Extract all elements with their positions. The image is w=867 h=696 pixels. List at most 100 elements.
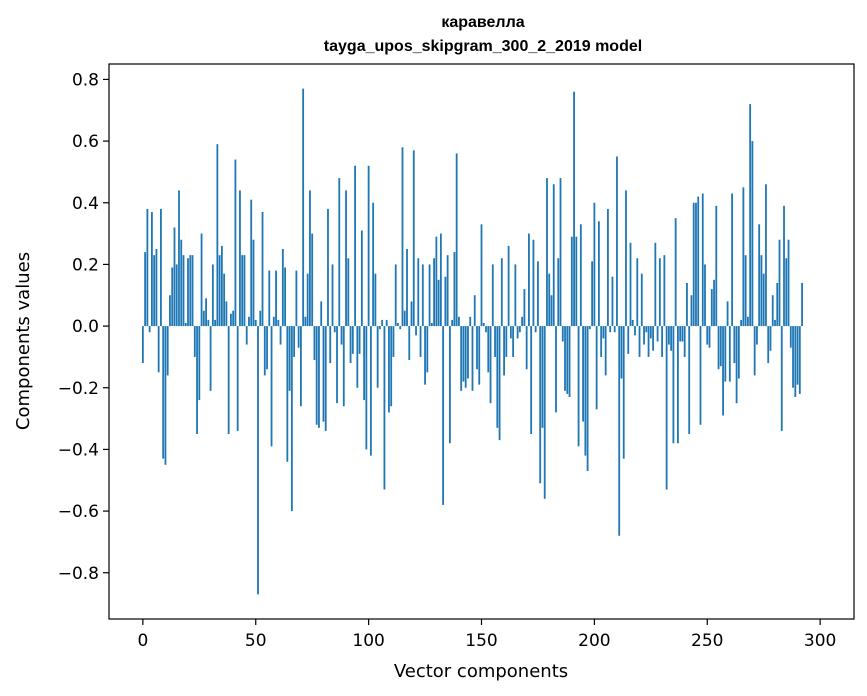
bar-112 xyxy=(394,264,397,327)
bar-30 xyxy=(209,326,212,391)
bar-130 xyxy=(435,236,438,327)
bar-208 xyxy=(611,276,614,327)
bar-131 xyxy=(437,279,440,327)
bar-167 xyxy=(518,326,521,333)
bar-283 xyxy=(780,326,783,431)
bar-252 xyxy=(710,289,713,327)
bar-153 xyxy=(487,326,490,373)
bar-237 xyxy=(677,326,679,444)
bar-50 xyxy=(254,319,257,327)
bar-203 xyxy=(600,326,603,357)
bar-107 xyxy=(383,326,386,490)
bar-157 xyxy=(496,326,499,428)
bar-239 xyxy=(681,326,684,342)
x-tick-label-200: 200 xyxy=(578,631,610,651)
bar-249 xyxy=(704,264,706,327)
bar-87 xyxy=(338,178,341,327)
bar-115 xyxy=(401,147,404,327)
bar-23 xyxy=(193,326,196,357)
bar-34 xyxy=(218,255,221,327)
bar-150 xyxy=(480,224,483,327)
bar-119 xyxy=(410,301,413,327)
bar-41 xyxy=(234,159,237,327)
bar-82 xyxy=(327,208,329,327)
bar-103 xyxy=(374,273,377,327)
bar-120 xyxy=(412,150,415,327)
bar-84 xyxy=(331,264,334,327)
bar-179 xyxy=(546,178,548,327)
bar-93 xyxy=(351,326,354,354)
bar-66 xyxy=(290,326,293,512)
bar-11 xyxy=(166,326,169,376)
bar-242 xyxy=(688,326,691,434)
bar-75 xyxy=(311,233,314,327)
bar-222 xyxy=(643,326,645,345)
x-tick-label-150: 150 xyxy=(465,631,497,651)
bar-232 xyxy=(665,326,668,490)
bar-88 xyxy=(340,326,343,345)
bar-185 xyxy=(559,178,562,327)
bar-140 xyxy=(458,316,460,327)
bar-284 xyxy=(783,205,785,327)
bar-123 xyxy=(419,326,422,357)
bar-235 xyxy=(672,326,675,444)
bar-109 xyxy=(388,326,390,413)
bar-26 xyxy=(200,233,203,327)
bar-74 xyxy=(309,190,311,327)
bar-269 xyxy=(749,104,752,327)
bar-280 xyxy=(774,319,776,327)
bar-124 xyxy=(421,264,424,327)
bar-134 xyxy=(444,276,447,327)
bar-201 xyxy=(595,326,598,410)
bar-267 xyxy=(744,255,747,327)
bar-17 xyxy=(180,239,183,327)
bar-210 xyxy=(616,156,618,327)
bar-233 xyxy=(667,326,670,345)
y-tick-label--0.6: −0.6 xyxy=(58,502,99,522)
bar-65 xyxy=(288,326,291,391)
bar-282 xyxy=(778,239,781,327)
bar-77 xyxy=(315,326,318,425)
bar-273 xyxy=(758,224,761,327)
bar-229 xyxy=(658,258,661,327)
bar-21 xyxy=(189,255,192,327)
bar-100 xyxy=(367,165,370,327)
bar-83 xyxy=(329,326,332,364)
bar-240 xyxy=(683,326,686,357)
bar-171 xyxy=(528,233,530,327)
bar-61 xyxy=(279,326,282,345)
bar-255 xyxy=(717,326,720,370)
bar-257 xyxy=(722,326,724,416)
bar-181 xyxy=(550,295,553,327)
bar-31 xyxy=(211,264,214,327)
bar-202 xyxy=(597,221,600,327)
x-tick-label-50: 50 xyxy=(245,631,267,651)
bar-40 xyxy=(232,310,235,327)
bar-111 xyxy=(392,326,395,357)
bar-91 xyxy=(347,258,350,327)
bar-55 xyxy=(266,326,268,370)
bar-106 xyxy=(381,319,384,327)
bar-148 xyxy=(476,326,478,370)
bar-16 xyxy=(178,190,180,327)
bar-143 xyxy=(464,326,467,388)
bar-230 xyxy=(661,326,664,357)
bar-259 xyxy=(726,301,729,327)
bar-190 xyxy=(570,236,573,327)
bar-127 xyxy=(428,264,431,327)
bar-72 xyxy=(304,316,307,327)
bar-261 xyxy=(731,193,733,327)
bar-289 xyxy=(794,326,797,397)
bar-211 xyxy=(618,326,621,536)
bar-224 xyxy=(647,326,650,357)
bar-260 xyxy=(728,326,731,382)
bar-94 xyxy=(354,165,356,327)
bar-243 xyxy=(690,295,693,327)
bar-245 xyxy=(695,202,697,327)
bar-138 xyxy=(453,252,456,327)
bar-9 xyxy=(162,326,165,459)
bar-272 xyxy=(756,326,758,345)
bar-38 xyxy=(227,326,230,434)
bar-265 xyxy=(740,319,743,327)
